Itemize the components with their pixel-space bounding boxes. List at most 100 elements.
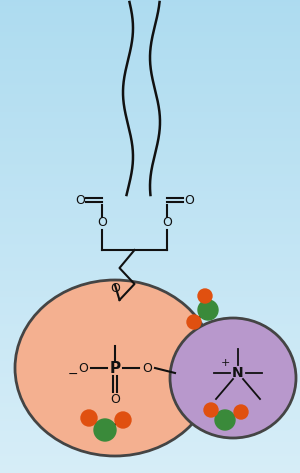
Bar [0, 340, 300, 341]
Bar [0, 58, 300, 59]
Bar [0, 422, 300, 423]
Bar [0, 28, 300, 29]
Bar [0, 415, 300, 416]
Bar [0, 298, 300, 299]
Bar [0, 367, 300, 368]
Bar [0, 6, 300, 7]
Bar [0, 463, 300, 464]
Bar [0, 25, 300, 26]
Bar [0, 236, 300, 237]
Text: O: O [184, 193, 194, 207]
Bar [0, 91, 300, 92]
Bar [0, 337, 300, 338]
Bar [0, 300, 300, 301]
Bar [0, 214, 300, 215]
Bar [0, 241, 300, 242]
Bar [0, 317, 300, 318]
Bar [0, 222, 300, 223]
Bar [0, 269, 300, 270]
Bar [0, 203, 300, 204]
Bar [0, 144, 300, 145]
Bar [0, 4, 300, 5]
Bar [0, 342, 300, 343]
Bar [0, 346, 300, 347]
Bar [0, 355, 300, 356]
Bar [0, 190, 300, 191]
Bar [0, 417, 300, 418]
Bar [0, 389, 300, 390]
Bar [0, 195, 300, 196]
Bar [0, 198, 300, 199]
Bar [0, 140, 300, 141]
Bar [0, 172, 300, 173]
Bar [0, 59, 300, 60]
Bar [0, 341, 300, 342]
Bar [0, 464, 300, 465]
Bar [0, 462, 300, 463]
Bar [0, 22, 300, 23]
Bar [0, 447, 300, 448]
Bar [0, 471, 300, 472]
Bar [0, 159, 300, 160]
Bar [0, 412, 300, 413]
Bar [0, 437, 300, 438]
Bar [0, 179, 300, 180]
Bar [0, 296, 300, 297]
Bar [0, 321, 300, 322]
Bar [0, 376, 300, 377]
Bar [0, 182, 300, 183]
Bar [0, 133, 300, 134]
Bar [0, 332, 300, 333]
Bar [0, 381, 300, 382]
Bar [0, 315, 300, 316]
Bar [0, 375, 300, 376]
Bar [0, 136, 300, 137]
Bar [0, 176, 300, 177]
Bar [0, 250, 300, 251]
Bar [0, 278, 300, 279]
Bar [0, 125, 300, 126]
Bar [0, 434, 300, 435]
Bar [0, 318, 300, 319]
Bar [0, 254, 300, 255]
Bar [0, 387, 300, 388]
Bar [0, 307, 300, 308]
Bar [0, 158, 300, 159]
Bar [0, 162, 300, 163]
Bar [0, 348, 300, 349]
Bar [0, 181, 300, 182]
Bar [0, 349, 300, 350]
Bar [0, 380, 300, 381]
Bar [0, 266, 300, 267]
Bar [0, 109, 300, 110]
Bar [0, 54, 300, 55]
Bar [0, 93, 300, 94]
Bar [0, 223, 300, 224]
Bar [0, 111, 300, 112]
Bar [0, 115, 300, 116]
Bar [0, 121, 300, 122]
Bar [0, 229, 300, 230]
Bar [0, 202, 300, 203]
Bar [0, 361, 300, 362]
Bar [0, 408, 300, 409]
Bar [0, 55, 300, 56]
Bar [0, 416, 300, 417]
Bar [0, 106, 300, 107]
Bar [0, 95, 300, 96]
Bar [0, 170, 300, 171]
Bar [0, 374, 300, 375]
Bar [0, 137, 300, 138]
Bar [0, 446, 300, 447]
Bar [0, 453, 300, 454]
Bar [0, 19, 300, 20]
Bar [0, 47, 300, 48]
Bar [0, 339, 300, 340]
Bar [0, 426, 300, 427]
Bar [0, 18, 300, 19]
Bar [0, 419, 300, 420]
Bar [0, 305, 300, 306]
Bar [0, 284, 300, 285]
Bar [0, 178, 300, 179]
Bar [0, 155, 300, 156]
